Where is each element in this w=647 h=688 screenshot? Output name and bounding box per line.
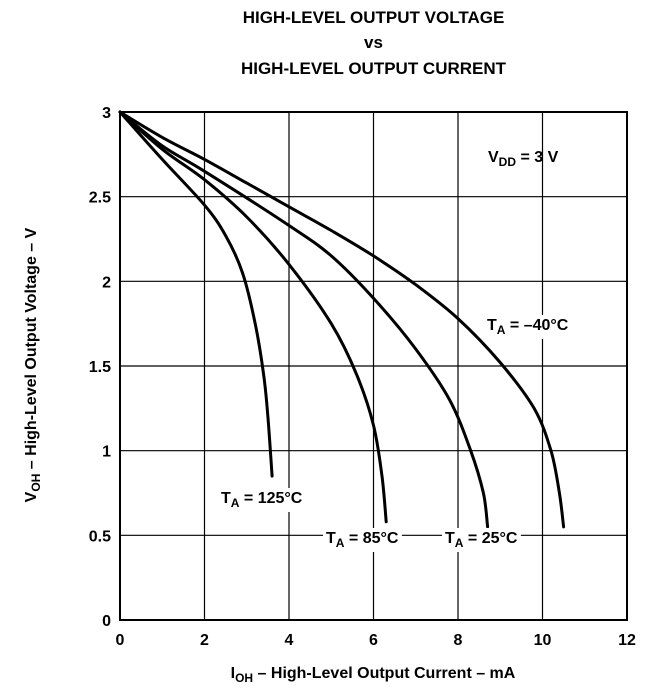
x-tick-label: 2 xyxy=(200,632,209,649)
series-label-sub: A xyxy=(231,496,240,510)
y-axis-label-sub: OH xyxy=(29,474,43,492)
series-label-rest: = 85°C xyxy=(344,530,398,547)
x-axis-label: IOH – High-Level Output Current – mA xyxy=(231,665,516,685)
y-tick-label: 2.5 xyxy=(89,190,111,207)
x-tick-label: 8 xyxy=(454,632,463,649)
y-tick-label: 1.5 xyxy=(89,359,111,376)
chart-title-line-2: vs xyxy=(364,33,383,52)
series-line-0 xyxy=(118,110,274,478)
y-tick-label: 2 xyxy=(102,274,111,291)
series-label-0: TA = 125°C xyxy=(221,490,303,510)
x-tick-label: 6 xyxy=(369,632,378,649)
series-label-background xyxy=(442,528,521,552)
series-label-background xyxy=(484,315,572,339)
y-tick-label: 3 xyxy=(102,105,111,122)
series-label-3: TA = –40°C xyxy=(487,317,569,337)
x-tick-label: 4 xyxy=(285,632,294,649)
y-axis-label-rest: – High-Level Output Voltage – V xyxy=(23,227,40,473)
series-label-rest: = 125°C xyxy=(239,490,302,507)
series-label-main: T xyxy=(221,490,231,507)
series-label-main: T xyxy=(445,530,455,547)
x-tick-label: 0 xyxy=(116,632,125,649)
series-label-sub: A xyxy=(497,323,506,337)
condition-sub: DD xyxy=(499,155,517,169)
plot-frame xyxy=(119,111,628,621)
y-axis-label: VOH – High-Level Output Voltage – V xyxy=(23,227,43,502)
condition-label: VDD = 3 V xyxy=(488,149,559,169)
x-tick-label: 12 xyxy=(618,632,636,649)
x-axis-label-main: I xyxy=(231,665,235,682)
series-label-main: T xyxy=(487,317,497,334)
condition-main: V xyxy=(488,149,499,166)
series-line-3 xyxy=(118,110,566,529)
y-tick-label: 1 xyxy=(102,444,111,461)
y-tick-label: 0.5 xyxy=(89,528,111,545)
x-axis-label-rest: – High-Level Output Current – mA xyxy=(253,665,516,682)
y-tick-label: 0 xyxy=(102,613,111,630)
condition-rest: = 3 V xyxy=(516,149,559,166)
series-curves xyxy=(118,110,566,529)
series-label-background xyxy=(218,488,306,512)
tick-labels: 0 2 4 6 8 10 12 0 0.5 1 1.5 2 2.5 3 xyxy=(89,105,636,649)
chart-title-line-1: HIGH-LEVEL OUTPUT VOLTAGE xyxy=(242,8,505,27)
series-label-main: T xyxy=(326,530,336,547)
y-axis-label-main: V xyxy=(23,491,40,502)
series-label-sub: A xyxy=(455,536,464,550)
series-line-2 xyxy=(118,110,490,529)
grid-lines xyxy=(120,112,627,620)
series-label-rest: = 25°C xyxy=(463,530,517,547)
x-tick-label: 10 xyxy=(534,632,552,649)
chart-title-line-3: HIGH-LEVEL OUTPUT CURRENT xyxy=(240,59,507,78)
series-label-1: TA = 85°C xyxy=(326,530,399,550)
series-label-2: TA = 25°C xyxy=(445,530,518,550)
series-line-1 xyxy=(118,110,388,524)
series-label-rest: = –40°C xyxy=(505,317,568,334)
x-axis-label-sub: OH xyxy=(235,671,253,685)
series-label-sub: A xyxy=(336,536,345,550)
annotations: TA = 125°CTA = 85°C TA = 25°CTA = –40°C xyxy=(218,315,572,552)
series-label-background xyxy=(323,528,402,552)
